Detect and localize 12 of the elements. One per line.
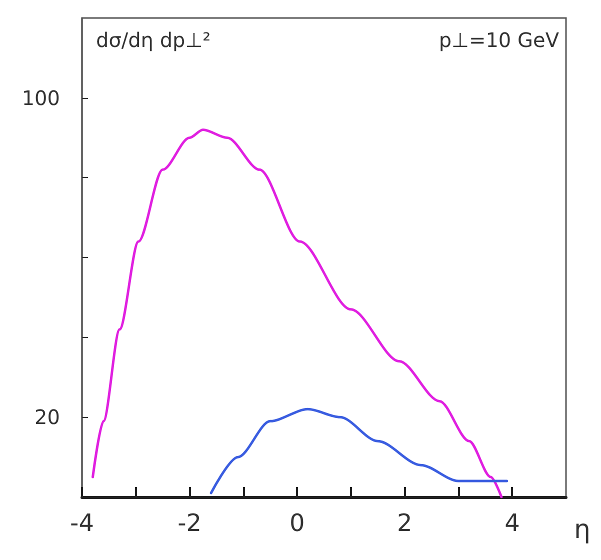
y-tick-label: 20 [34,405,60,430]
y-axis-title: dσ/dη dp⊥² [96,28,211,52]
x-axis-title: η [574,515,590,545]
x-tick-label: 4 [504,509,520,537]
x-tick-label: 2 [397,509,412,537]
x-tick-label: -4 [70,509,94,537]
x-tick-label: 0 [289,509,305,537]
annotation: p⊥=10 GeV [438,28,560,52]
y-tick-label: 100 [22,86,60,110]
line-series [210,408,508,494]
line-series [92,128,503,498]
x-tick-label: -2 [178,509,202,537]
